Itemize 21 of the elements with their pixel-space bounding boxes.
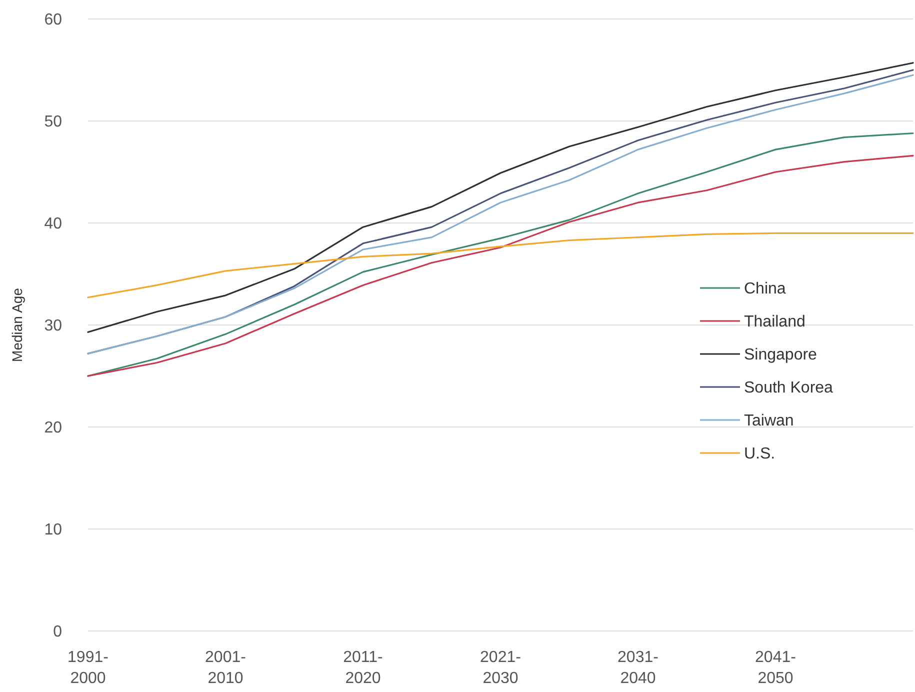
x-tick-label: 2041- 2050 bbox=[755, 649, 796, 687]
legend-label: China bbox=[744, 280, 786, 298]
y-tick-label: 40 bbox=[44, 216, 62, 233]
legend-label: Singapore bbox=[744, 346, 818, 364]
y-tick-label: 30 bbox=[44, 318, 62, 335]
y-tick-label: 60 bbox=[44, 12, 62, 29]
legend-label: U.S. bbox=[744, 446, 776, 463]
y-tick-label: 10 bbox=[44, 522, 62, 539]
x-tick-label: 1991- 2000 bbox=[68, 649, 108, 687]
x-tick-label: 2011- 2020 bbox=[343, 649, 383, 687]
y-tick-label: 0 bbox=[53, 624, 62, 641]
line-series bbox=[87, 232, 914, 298]
x-tick-label: 2021- 2030 bbox=[480, 649, 521, 687]
y-tick-label: 20 bbox=[44, 420, 62, 437]
y-tick-label: 50 bbox=[44, 114, 62, 131]
legend-label: Thailand bbox=[744, 314, 806, 331]
y-axis-title: Median Age bbox=[9, 288, 25, 362]
legend-label: South Korea bbox=[744, 380, 834, 397]
legend-label: Taiwan bbox=[744, 412, 794, 430]
x-tick-label: 2001- 2010 bbox=[205, 649, 246, 687]
x-tick-label: 2031- 2040 bbox=[618, 649, 658, 687]
